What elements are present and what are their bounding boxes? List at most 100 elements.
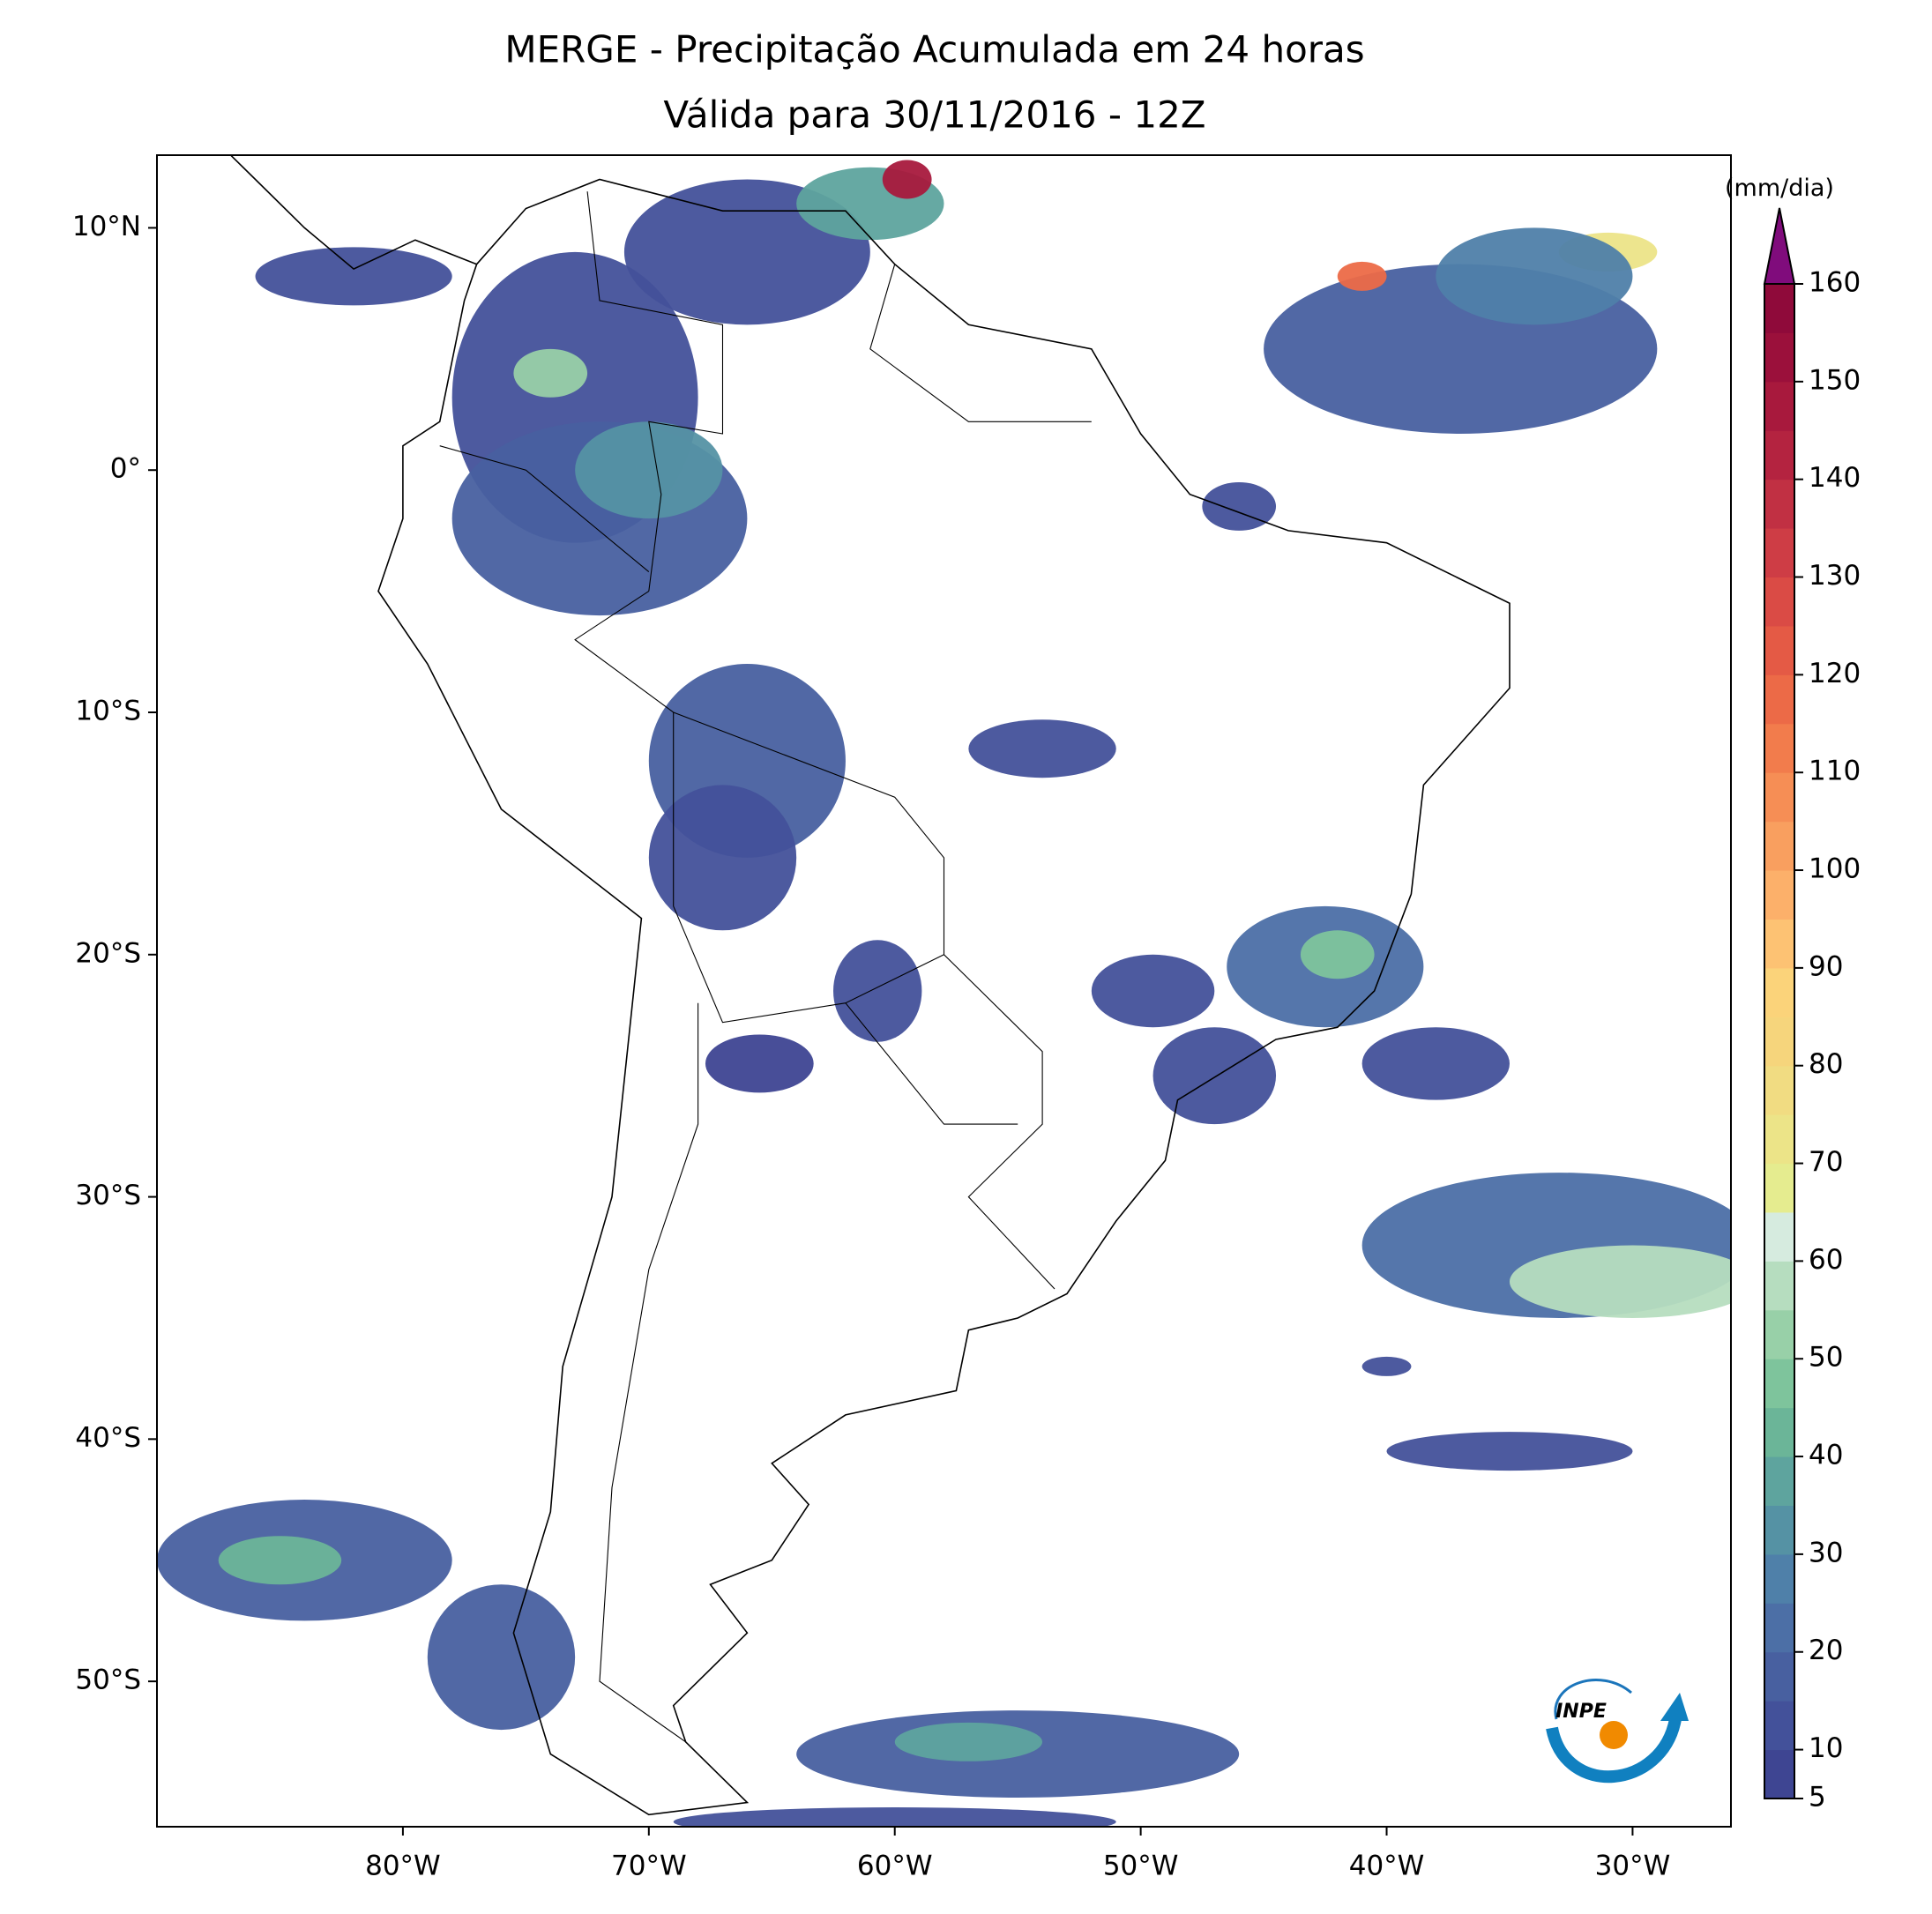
logo-text: INPE (1555, 1701, 1607, 1723)
colorbar-bin (1764, 919, 1794, 969)
colorbar-bin (1764, 1261, 1794, 1311)
rain-area (218, 1536, 342, 1585)
country-border (845, 1002, 1018, 1125)
y-tick-label: 10°N (72, 211, 141, 242)
y-tick-label: 10°S (75, 696, 141, 727)
country-border (673, 711, 1056, 1290)
colorbar-tick-label: 60 (1809, 1244, 1843, 1276)
colorbar-bin (1764, 1114, 1794, 1165)
colorbar-bin (1764, 1407, 1794, 1457)
map-frame (156, 154, 1732, 1828)
rain-area (648, 785, 797, 931)
colorbar-bin (1764, 528, 1794, 578)
rain-area (1436, 227, 1633, 325)
colorbar-tick-label: 80 (1809, 1048, 1843, 1080)
colorbar-tick-label: 5 (1809, 1782, 1826, 1813)
map-title: MERGE - Precipitação Acumulada em 24 hor… (504, 28, 1364, 71)
colorbar-bin (1764, 479, 1794, 529)
rain-area (1337, 261, 1387, 291)
y-tick-label: 0° (110, 453, 141, 485)
colorbar-tick-label: 10 (1809, 1732, 1843, 1764)
colorbar-bin (1764, 1309, 1794, 1359)
colorbar-bin (1764, 1749, 1794, 1799)
colorbar-bin (1764, 1603, 1794, 1653)
rain-area (1361, 1027, 1510, 1100)
colorbar-bin (1764, 1359, 1794, 1409)
colorbar-tick-label: 30 (1809, 1537, 1843, 1568)
colorbar-bin (1764, 1065, 1794, 1115)
colorbar-bin (1764, 1456, 1794, 1506)
x-tick-label: 50°W (1103, 1851, 1179, 1882)
colorbar-tick-label: 70 (1809, 1146, 1843, 1178)
colorbar-bin (1764, 284, 1794, 333)
colorbar-bin (1764, 1163, 1794, 1213)
colorbar-bin (1764, 723, 1794, 773)
colorbar-bin (1764, 430, 1794, 480)
colorbar-bin (1764, 381, 1794, 431)
colorbar-tick-label: 160 (1809, 267, 1861, 299)
colorbar-unit: (mm/dia) (1725, 175, 1834, 202)
colorbar-tick-label: 140 (1809, 462, 1861, 494)
colorbar-tick-label: 90 (1809, 950, 1843, 982)
colorbar-bin (1764, 870, 1794, 920)
rain-area (1152, 1027, 1277, 1125)
rain-area (255, 247, 452, 306)
country-border (439, 445, 650, 573)
colorbar-bin (1764, 1211, 1794, 1262)
colorbar-bin (1764, 1505, 1794, 1555)
colorbar-tick-label: 120 (1809, 658, 1861, 689)
x-tick-label: 80°W (365, 1851, 441, 1882)
colorbar-tick-label: 130 (1809, 560, 1861, 592)
rain-area (673, 1807, 1116, 1827)
colorbar-bin (1764, 1701, 1794, 1751)
colorbar-tick-label: 50 (1809, 1342, 1843, 1374)
rain-area (1510, 1245, 1731, 1318)
rain-area (427, 1584, 576, 1731)
colorbar-frame (1764, 283, 1795, 1799)
rain-area (1300, 930, 1375, 979)
rain-area (1361, 1356, 1412, 1376)
rain-area (575, 421, 723, 519)
x-tick-label: 30°W (1595, 1851, 1671, 1882)
y-tick-label: 20°S (75, 937, 141, 969)
y-tick-label: 50°S (75, 1665, 141, 1696)
x-tick-label: 60°W (857, 1851, 933, 1882)
colorbar-bin (1764, 772, 1794, 823)
map-subtitle: Válida para 30/11/2016 - 12Z (663, 93, 1205, 137)
precipitation-field (157, 160, 1731, 1827)
colorbar-bin (1764, 674, 1794, 725)
coastline (377, 178, 1511, 1816)
colorbar-tick-label: 150 (1809, 364, 1861, 396)
colorbar-tick-label: 100 (1809, 853, 1861, 885)
rain-area (1386, 1432, 1633, 1471)
rain-area (1091, 954, 1215, 1028)
country-border (869, 264, 1092, 422)
y-tick-label: 40°S (75, 1422, 141, 1454)
colorbar-bin (1764, 1651, 1794, 1702)
rain-area (832, 940, 922, 1042)
colorbar-extend (1763, 207, 1796, 285)
rain-area (1202, 481, 1277, 531)
coastline (229, 155, 477, 271)
colorbar-tick-label: 110 (1809, 756, 1861, 787)
rain-area (513, 348, 588, 398)
country-border (586, 191, 724, 592)
colorbar-bin (1764, 332, 1794, 383)
coastlines (229, 155, 1511, 1816)
colorbar-tick-label: 40 (1809, 1440, 1843, 1471)
rain-area (882, 160, 932, 199)
x-tick-label: 40°W (1349, 1851, 1425, 1882)
x-tick-label: 70°W (611, 1851, 687, 1882)
colorbar-bin (1764, 1017, 1794, 1067)
rain-area (705, 1034, 814, 1093)
rain-area (968, 719, 1116, 778)
colorbar-bin (1764, 1553, 1794, 1604)
colorbar-bin (1764, 577, 1794, 627)
colorbar-bin (1764, 625, 1794, 675)
rain-area (894, 1722, 1043, 1761)
colorbar: 5 10 20 30 40 50 60 70 80 90 100 110 120 130 140 150 160… (1725, 175, 1861, 1813)
colorbar-tick-label: 20 (1809, 1635, 1843, 1666)
colorbar-bin (1764, 967, 1794, 1017)
inpe-logo: INPE (1546, 1679, 1689, 1784)
